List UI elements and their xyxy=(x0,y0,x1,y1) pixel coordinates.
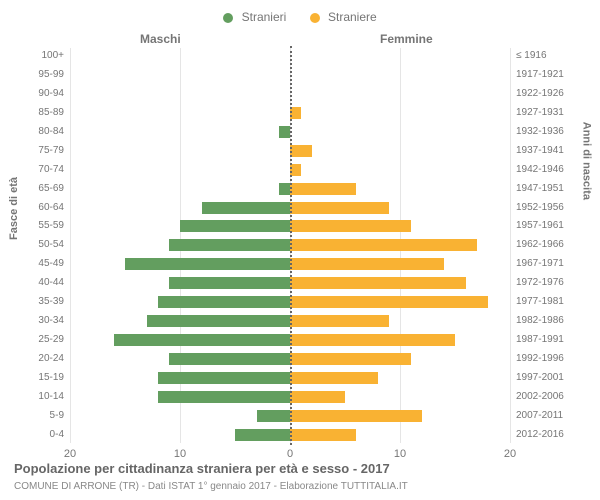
bar-female xyxy=(290,315,389,327)
header-female: Femmine xyxy=(380,32,433,46)
age-label: 95-99 xyxy=(38,69,70,80)
legend-male-label: Stranieri xyxy=(242,10,287,24)
birth-year-label: 2012-2016 xyxy=(510,429,564,440)
bar-male xyxy=(202,202,290,214)
age-label: 45-49 xyxy=(38,258,70,269)
age-label: 55-59 xyxy=(38,220,70,231)
birth-year-label: 1967-1971 xyxy=(510,258,564,269)
birth-year-label: 1947-1951 xyxy=(510,183,564,194)
bar-female xyxy=(290,372,378,384)
birth-year-label: 1972-1976 xyxy=(510,277,564,288)
birth-year-label: 1987-1991 xyxy=(510,334,564,345)
legend-female-dot xyxy=(310,13,320,23)
plot-area: 100+≤ 191695-991917-192190-941922-192685… xyxy=(70,48,510,443)
x-tick-label: 0 xyxy=(287,448,293,460)
bar-male xyxy=(114,334,290,346)
birth-year-label: 1942-1946 xyxy=(510,164,564,175)
age-label: 70-74 xyxy=(38,164,70,175)
bar-male xyxy=(279,183,290,195)
bar-female xyxy=(290,277,466,289)
birth-year-label: 1927-1931 xyxy=(510,107,564,118)
bar-female xyxy=(290,239,477,251)
age-label: 50-54 xyxy=(38,239,70,250)
birth-year-label: 1977-1981 xyxy=(510,296,564,307)
birth-year-label: 1937-1941 xyxy=(510,145,564,156)
age-label: 90-94 xyxy=(38,88,70,99)
center-line xyxy=(290,46,292,445)
age-label: 80-84 xyxy=(38,126,70,137)
bar-male xyxy=(169,277,290,289)
bar-male xyxy=(257,410,290,422)
bar-male xyxy=(158,296,290,308)
age-label: 10-14 xyxy=(38,391,70,402)
footer-title: Popolazione per cittadinanza straniera p… xyxy=(14,461,390,476)
age-label: 35-39 xyxy=(38,296,70,307)
age-label: 85-89 xyxy=(38,107,70,118)
age-label: 60-64 xyxy=(38,202,70,213)
birth-year-label: 1992-1996 xyxy=(510,353,564,364)
birth-year-label: 1917-1921 xyxy=(510,69,564,80)
footer-sub: COMUNE DI ARRONE (TR) - Dati ISTAT 1° ge… xyxy=(14,481,408,492)
bar-female xyxy=(290,334,455,346)
birth-year-label: 2002-2006 xyxy=(510,391,564,402)
x-tick-label: 20 xyxy=(64,448,76,460)
bar-female xyxy=(290,258,444,270)
age-label: 75-79 xyxy=(38,145,70,156)
bar-male xyxy=(169,239,290,251)
legend: Stranieri Straniere xyxy=(0,10,600,24)
bar-male xyxy=(279,126,290,138)
bar-male xyxy=(180,220,290,232)
x-tick-label: 20 xyxy=(504,448,516,460)
header-male: Maschi xyxy=(140,32,181,46)
age-label: 100+ xyxy=(41,50,70,61)
birth-year-label: 1957-1961 xyxy=(510,220,564,231)
birth-year-label: 2007-2011 xyxy=(510,410,563,421)
y-axis-right-title: Anni di nascita xyxy=(580,122,592,200)
legend-female: Straniere xyxy=(310,10,377,24)
birth-year-label: 1922-1926 xyxy=(510,88,564,99)
age-label: 65-69 xyxy=(38,183,70,194)
age-label: 20-24 xyxy=(38,353,70,364)
birth-year-label: 1982-1986 xyxy=(510,315,564,326)
bar-male xyxy=(169,353,290,365)
x-tick-label: 10 xyxy=(174,448,186,460)
bar-female xyxy=(290,202,389,214)
pyramid-chart: Stranieri Straniere Maschi Femmine Fasce… xyxy=(0,0,600,500)
birth-year-label: ≤ 1916 xyxy=(510,50,547,61)
legend-female-label: Straniere xyxy=(328,10,377,24)
age-label: 40-44 xyxy=(38,277,70,288)
birth-year-label: 1997-2001 xyxy=(510,372,564,383)
bar-male xyxy=(235,429,290,441)
bar-female xyxy=(290,353,411,365)
age-label: 25-29 xyxy=(38,334,70,345)
bar-female xyxy=(290,145,312,157)
bar-female xyxy=(290,220,411,232)
bar-female xyxy=(290,296,488,308)
age-label: 0-4 xyxy=(50,429,70,440)
birth-year-label: 1962-1966 xyxy=(510,239,564,250)
bar-male xyxy=(158,372,290,384)
age-label: 5-9 xyxy=(50,410,70,421)
birth-year-label: 1952-1956 xyxy=(510,202,564,213)
legend-male-dot xyxy=(223,13,233,23)
x-tick-label: 10 xyxy=(394,448,406,460)
age-label: 30-34 xyxy=(38,315,70,326)
y-axis-left-title: Fasce di età xyxy=(8,177,20,240)
bar-female xyxy=(290,429,356,441)
legend-male: Stranieri xyxy=(223,10,286,24)
age-label: 15-19 xyxy=(38,372,70,383)
bar-female xyxy=(290,391,345,403)
bar-male xyxy=(125,258,290,270)
bar-male xyxy=(158,391,290,403)
bar-female xyxy=(290,183,356,195)
bar-male xyxy=(147,315,290,327)
birth-year-label: 1932-1936 xyxy=(510,126,564,137)
bar-female xyxy=(290,410,422,422)
